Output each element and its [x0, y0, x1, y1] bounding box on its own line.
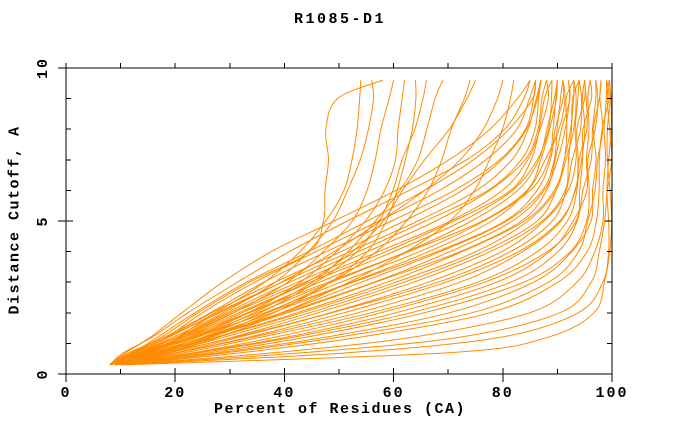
- model-curve: [109, 80, 504, 366]
- model-curve: [109, 80, 547, 366]
- model-curve: [115, 80, 583, 366]
- model-curve: [109, 80, 577, 366]
- model-curve: [109, 80, 571, 366]
- x-tick-label: 80: [492, 385, 514, 402]
- model-curve: [115, 80, 591, 366]
- model-curve: [109, 80, 565, 366]
- model-curve: [109, 80, 553, 366]
- model-curve: [109, 80, 395, 366]
- model-curve: [120, 80, 610, 366]
- model-curves: [109, 79, 612, 366]
- model-curve: [114, 80, 444, 366]
- model-curve: [115, 80, 588, 366]
- model-curve: [115, 80, 593, 366]
- model-curve: [109, 79, 531, 366]
- model-curve: [109, 79, 383, 366]
- model-curve: [114, 80, 471, 366]
- y-tick-label: 10: [35, 57, 52, 79]
- model-curve: [109, 80, 571, 366]
- y-tick-label: 5: [35, 215, 52, 226]
- model-curve: [109, 80, 375, 366]
- model-curve: [115, 80, 586, 366]
- model-curve: [109, 80, 542, 366]
- model-curve: [114, 80, 580, 366]
- model-curve: [115, 80, 586, 366]
- x-tick-label: 0: [60, 385, 71, 402]
- model-curve: [109, 80, 558, 366]
- model-curve: [120, 80, 608, 366]
- x-tick-label: 40: [273, 385, 295, 402]
- model-curve: [109, 79, 476, 366]
- model-curve: [109, 79, 575, 366]
- model-curve: [114, 80, 515, 366]
- x-tick-label: 100: [595, 385, 628, 402]
- x-axis-label: Percent of Residues (CA): [213, 401, 467, 418]
- model-curve: [114, 80, 405, 366]
- x-tick-label: 20: [164, 385, 186, 402]
- model-curve: [120, 80, 604, 366]
- model-curve: [115, 80, 599, 366]
- x-tick-label: 60: [383, 385, 405, 402]
- model-curve: [120, 80, 602, 366]
- chart-title: R1085-D1: [293, 11, 386, 28]
- model-curve: [115, 80, 597, 366]
- y-tick-label: 0: [35, 368, 52, 379]
- model-curve: [109, 80, 537, 366]
